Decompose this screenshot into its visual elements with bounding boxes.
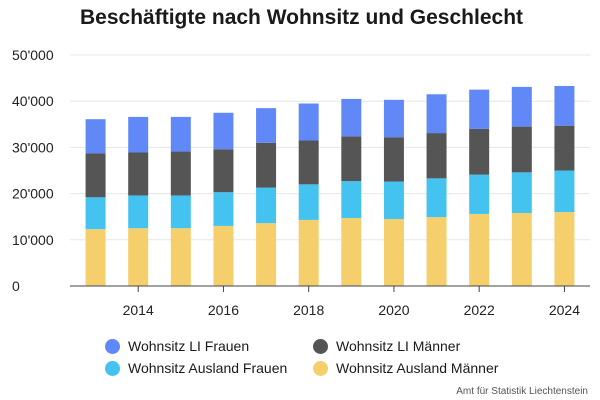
stacked-bar-chart: 0 10'000 20'000 30'000 40'000 50'000 2014 2016 2…	[12, 47, 590, 318]
bar-segment	[341, 181, 362, 219]
bar-segment	[298, 184, 319, 220]
bar-segment	[298, 219, 319, 286]
bar-segment	[170, 151, 191, 196]
legend-label: Wohnsitz Ausland Frauen	[128, 360, 288, 376]
bar-segment	[469, 213, 490, 286]
y-tick-label: 40'000	[12, 93, 54, 109]
bar-segment	[469, 89, 490, 129]
legend-item: Wohnsitz LI Männer	[313, 338, 513, 354]
bar-segment	[554, 170, 575, 213]
legend-item: Wohnsitz Ausland Männer	[313, 360, 513, 376]
legend-swatch	[105, 360, 120, 376]
bar-segment	[511, 86, 532, 127]
x-tick-label: 2018	[293, 302, 324, 318]
bar-segment	[341, 98, 362, 137]
legend-item: Wohnsitz LI Frauen	[105, 338, 313, 354]
bar-segment	[256, 142, 277, 188]
bar-segment	[85, 119, 106, 154]
bar-segment	[298, 103, 319, 141]
bar-segment	[213, 149, 234, 193]
bar-segment	[170, 116, 191, 152]
bar-segment	[383, 181, 404, 220]
x-tick-label: 2016	[208, 302, 239, 318]
bar-segment	[85, 229, 106, 286]
bar-segment	[85, 197, 106, 230]
x-tick-label: 2020	[378, 302, 409, 318]
x-tick-label: 2022	[464, 302, 495, 318]
bar-segment	[554, 212, 575, 286]
y-tick-label: 10'000	[12, 232, 54, 248]
x-tick-label: 2014	[123, 302, 154, 318]
legend-label: Wohnsitz LI Männer	[336, 338, 461, 354]
bar-segment	[213, 225, 234, 286]
bar-segment	[213, 192, 234, 226]
bar-segment	[426, 94, 447, 134]
legend-label: Wohnsitz Ausland Männer	[336, 360, 499, 376]
legend: Wohnsitz LI Frauen Wohnsitz LI Männer Wohn…	[105, 338, 513, 376]
bar-segment	[128, 195, 149, 229]
source-note: Amt für Statistik Liechtenstein	[456, 386, 588, 397]
bar-segment	[383, 99, 404, 138]
bar-segment	[554, 85, 575, 126]
bar-segment	[511, 213, 532, 286]
bar-segment	[170, 195, 191, 229]
bar-segment	[128, 116, 149, 153]
bar-segment	[213, 112, 234, 150]
bar-segment	[554, 125, 575, 171]
bar-segment	[128, 152, 149, 196]
bar-segment	[511, 126, 532, 173]
legend-swatch	[313, 338, 328, 354]
bar-segment	[170, 228, 191, 286]
bar-segment	[383, 137, 404, 182]
bar-segment	[469, 128, 490, 175]
y-tick-label: 20'000	[12, 186, 54, 202]
bar-segment	[469, 174, 490, 214]
bar-segment	[341, 218, 362, 286]
legend-label: Wohnsitz LI Frauen	[128, 338, 250, 354]
legend-swatch	[105, 338, 120, 354]
bar-segment	[256, 187, 277, 224]
bar-segment	[426, 133, 447, 179]
x-tick-label: 2024	[549, 302, 580, 318]
legend-swatch	[313, 360, 328, 376]
bar-segment	[256, 223, 277, 286]
bar-segment	[383, 219, 404, 286]
bar-segment	[298, 140, 319, 185]
bar-segment	[85, 153, 106, 198]
bar-segment	[511, 172, 532, 214]
bar-segment	[128, 228, 149, 286]
legend-item: Wohnsitz Ausland Frauen	[105, 360, 313, 376]
y-tick-label: 30'000	[12, 139, 54, 155]
bar-segment	[341, 136, 362, 182]
bar-segment	[426, 217, 447, 286]
y-tick-label: 50'000	[12, 47, 54, 63]
y-tick-label: 0	[12, 278, 20, 294]
bar-segment	[256, 108, 277, 143]
chart-title: Beschäftigte nach Wohnsitz und Geschlech…	[80, 6, 524, 29]
bar-segment	[426, 178, 447, 218]
